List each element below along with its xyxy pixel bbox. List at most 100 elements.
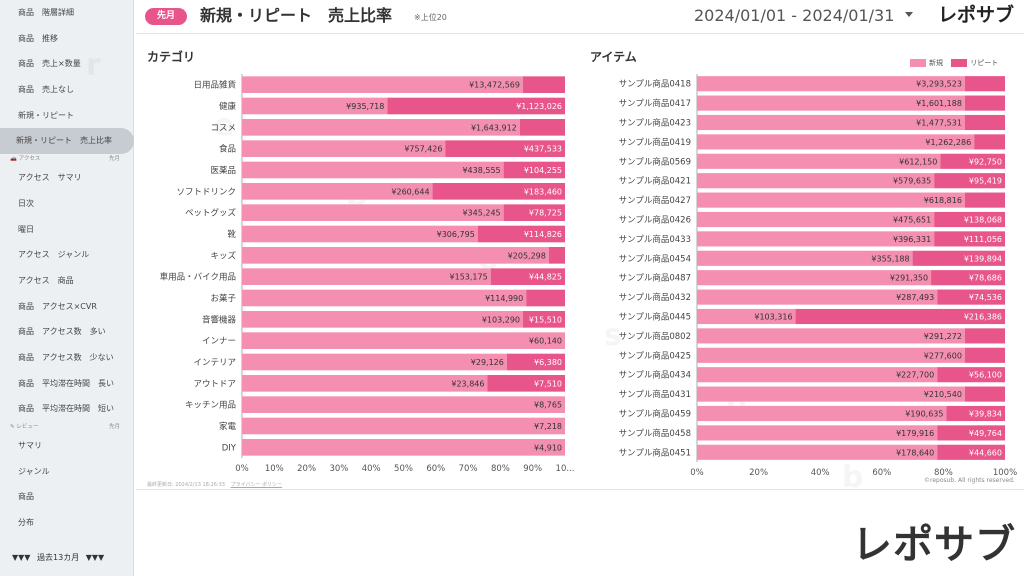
bar-repeat[interactable] [526,289,565,307]
sidebar-item[interactable]: 分布 [18,518,34,528]
sidebar-item[interactable]: 商品 平均滞在時間 長い [18,378,114,388]
sidebar-item[interactable]: 商品 アクセス×CVR [18,301,97,311]
bar-repeat[interactable] [964,347,1005,363]
sidebar-item[interactable]: 曜日 [18,224,34,234]
bar-new[interactable] [242,289,527,307]
bar-repeat[interactable] [937,367,1005,383]
bar-new[interactable] [242,375,488,392]
bar-new[interactable] [697,153,941,169]
bar-new[interactable] [242,417,565,435]
bar-repeat[interactable] [964,95,1005,111]
bar-repeat[interactable] [519,119,565,136]
period-selector[interactable]: ▼▼▼ 過去13カ月 ▼▼▼ [0,548,134,568]
bar-new[interactable] [242,311,524,328]
bar-new[interactable] [242,396,565,413]
bar-new[interactable] [242,247,549,264]
sidebar-item[interactable]: 商品 売上×数量 [18,59,81,69]
bar-repeat[interactable] [964,76,1005,92]
bar-new[interactable] [242,204,504,221]
sidebar-item[interactable]: アクセス ジャンル [18,250,90,260]
bar-repeat[interactable] [964,192,1005,208]
bar-new[interactable] [242,225,478,243]
bar-new[interactable] [697,347,965,363]
bar-repeat[interactable] [490,268,565,285]
bar-repeat[interactable] [934,231,1005,247]
bar-new[interactable] [242,76,524,93]
bar-repeat[interactable] [946,405,1005,422]
sidebar-item[interactable]: アクセス 商品 [18,275,74,285]
date-range-picker[interactable]: 2024/01/01 - 2024/01/31 [694,6,895,25]
bar-new[interactable] [242,268,491,285]
bar-repeat[interactable] [523,311,565,328]
bar-new[interactable] [242,161,504,179]
bar-new[interactable] [697,270,932,286]
bar-new[interactable] [242,119,520,136]
sidebar-item[interactable]: アクセス サマリ [18,173,82,183]
sidebar-item[interactable]: サマリ [18,441,42,450]
bar-repeat[interactable] [931,270,1005,286]
bar-new[interactable] [697,192,965,208]
bar-new[interactable] [697,289,938,305]
bar-repeat[interactable] [548,247,565,264]
sidebar-item[interactable]: 商品 売上なし [18,85,74,95]
data-label-new: ¥29,126 [471,358,504,367]
bar-new[interactable] [697,367,938,383]
bar-repeat[interactable] [487,375,565,392]
sidebar-item[interactable]: 新規・リピート [18,110,74,120]
privacy-policy-link[interactable]: プライバシー ポリシー [230,482,283,488]
bar-new[interactable] [697,95,965,111]
bar-new[interactable] [697,308,796,325]
bar-repeat[interactable] [940,153,1005,169]
bar-repeat[interactable] [934,173,1005,189]
bar-new[interactable] [697,425,938,441]
bar-repeat[interactable] [523,76,565,93]
bar-new[interactable] [242,439,565,456]
sidebar-item[interactable]: 新規・リピート 売上比率 [0,128,134,155]
bar-repeat[interactable] [912,250,1005,266]
bar-new[interactable] [697,328,965,344]
bar-new[interactable] [242,140,446,157]
bar-repeat[interactable] [974,134,1005,150]
bar-new[interactable] [697,444,938,460]
sidebar-item[interactable]: ジャンル [18,466,50,476]
bar-new[interactable] [697,231,935,247]
bar-new[interactable] [697,76,965,92]
bar-repeat[interactable] [937,289,1005,305]
bar-repeat[interactable] [964,328,1005,344]
bar-new[interactable] [242,183,433,200]
bar-repeat[interactable] [432,183,565,200]
sidebar-item[interactable]: 商品 アクセス数 多い [18,327,106,337]
sidebar-item[interactable]: 商品 推移 [18,33,58,43]
bar-new[interactable] [697,134,975,150]
bar-repeat[interactable] [387,97,565,115]
bar-new[interactable] [242,97,388,115]
sidebar-item[interactable]: 商品 アクセス数 少ない [18,352,114,362]
sidebar-item[interactable]: 商品 平均滞在時間 短い [18,404,114,414]
bar-repeat[interactable] [503,204,565,221]
bar-repeat[interactable] [477,225,565,243]
bar-repeat[interactable] [964,114,1005,131]
sidebar-item[interactable]: 商品 [18,492,34,502]
bar-new[interactable] [242,353,507,371]
bar-repeat[interactable] [964,386,1005,402]
bar-repeat[interactable] [503,161,565,179]
bar-new[interactable] [697,173,935,189]
bar-new[interactable] [697,386,965,402]
category-label: 音響機器 [202,314,237,325]
bar-new[interactable] [697,405,947,422]
chevron-down-icon[interactable] [905,12,913,17]
category-label: サンプル商品0431 [619,389,691,400]
bar-repeat[interactable] [506,353,565,371]
period-badge[interactable]: 先月 [145,8,187,25]
bar-repeat[interactable] [445,140,565,157]
bar-repeat[interactable] [934,211,1005,228]
bar-new[interactable] [242,332,565,349]
bar-repeat[interactable] [937,425,1005,441]
bar-repeat[interactable] [795,308,1005,325]
sidebar-item[interactable]: 商品 階層詳細 [18,8,74,17]
bar-new[interactable] [697,114,965,131]
bar-new[interactable] [697,250,913,266]
bar-repeat[interactable] [937,444,1005,460]
sidebar-item[interactable]: 日次 [18,198,34,208]
bar-new[interactable] [697,211,935,228]
